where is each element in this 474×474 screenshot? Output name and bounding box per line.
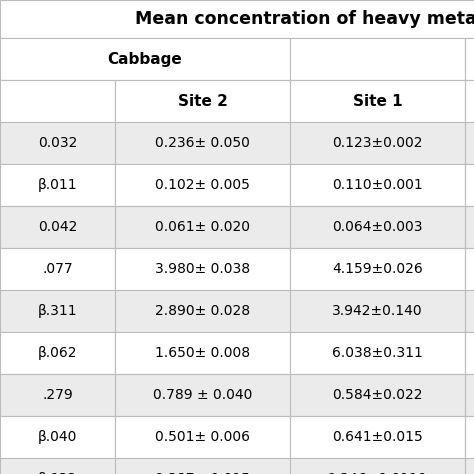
- Bar: [0, 0, 474, 38]
- Text: 1.246±0.0110: 1.246±0.0110: [328, 472, 428, 474]
- Text: Site 2: Site 2: [178, 93, 228, 109]
- Bar: [0, 38, 290, 80]
- Bar: [115, 332, 290, 374]
- Bar: [465, 164, 474, 206]
- Bar: [115, 248, 290, 290]
- Bar: [0, 206, 115, 248]
- Text: 0.061± 0.020: 0.061± 0.020: [155, 220, 250, 234]
- Bar: [115, 80, 290, 122]
- Text: 1.650± 0.008: 1.650± 0.008: [155, 346, 250, 360]
- Bar: [290, 416, 465, 458]
- Bar: [465, 290, 474, 332]
- Bar: [0, 374, 115, 416]
- Text: 0.387± 0.015: 0.387± 0.015: [155, 472, 250, 474]
- Text: Site 1: Site 1: [353, 93, 402, 109]
- Text: β.040: β.040: [38, 430, 77, 444]
- Text: 0.110±0.001: 0.110±0.001: [332, 178, 423, 192]
- Text: .077: .077: [42, 262, 73, 276]
- Text: 0.123±0.002: 0.123±0.002: [332, 136, 423, 150]
- Text: Cabbage: Cabbage: [108, 52, 182, 66]
- Text: 4.159±0.026: 4.159±0.026: [332, 262, 423, 276]
- Text: Mean concentration of heavy metals in ve: Mean concentration of heavy metals in ve: [136, 10, 474, 28]
- Bar: [0, 122, 115, 164]
- Bar: [465, 416, 474, 458]
- Text: 0.641±0.015: 0.641±0.015: [332, 430, 423, 444]
- Bar: [0, 164, 115, 206]
- Bar: [115, 164, 290, 206]
- Bar: [0, 416, 115, 458]
- Bar: [290, 248, 465, 290]
- Bar: [465, 38, 474, 80]
- Bar: [115, 416, 290, 458]
- Bar: [465, 458, 474, 474]
- Text: 0.789 ± 0.040: 0.789 ± 0.040: [153, 388, 252, 402]
- Text: 0.042: 0.042: [38, 220, 77, 234]
- Text: 6.038±0.311: 6.038±0.311: [332, 346, 423, 360]
- Bar: [290, 374, 465, 416]
- Text: 3.942±0.140: 3.942±0.140: [332, 304, 423, 318]
- Bar: [465, 206, 474, 248]
- Text: β.011: β.011: [38, 178, 77, 192]
- Bar: [465, 374, 474, 416]
- Bar: [465, 332, 474, 374]
- Text: 0.236± 0.050: 0.236± 0.050: [155, 136, 250, 150]
- Text: β.022: β.022: [38, 472, 77, 474]
- Text: 2.890± 0.028: 2.890± 0.028: [155, 304, 250, 318]
- Bar: [0, 290, 115, 332]
- Bar: [0, 248, 115, 290]
- Bar: [115, 458, 290, 474]
- Text: β.062: β.062: [38, 346, 77, 360]
- Text: .279: .279: [42, 388, 73, 402]
- Bar: [115, 206, 290, 248]
- Bar: [0, 80, 115, 122]
- Text: 0.501± 0.006: 0.501± 0.006: [155, 430, 250, 444]
- Bar: [290, 290, 465, 332]
- Bar: [115, 122, 290, 164]
- Text: 0.102± 0.005: 0.102± 0.005: [155, 178, 250, 192]
- Text: β.311: β.311: [38, 304, 77, 318]
- Bar: [290, 80, 465, 122]
- Text: 3.980± 0.038: 3.980± 0.038: [155, 262, 250, 276]
- Bar: [290, 332, 465, 374]
- Bar: [465, 122, 474, 164]
- Bar: [115, 290, 290, 332]
- Bar: [290, 38, 465, 80]
- Bar: [290, 122, 465, 164]
- Bar: [465, 248, 474, 290]
- Bar: [0, 458, 115, 474]
- Bar: [0, 332, 115, 374]
- Text: 0.064±0.003: 0.064±0.003: [332, 220, 423, 234]
- Bar: [465, 80, 474, 122]
- Text: 0.032: 0.032: [38, 136, 77, 150]
- Bar: [290, 458, 465, 474]
- Text: 0.584±0.022: 0.584±0.022: [332, 388, 423, 402]
- Bar: [290, 206, 465, 248]
- Bar: [115, 374, 290, 416]
- Bar: [290, 164, 465, 206]
